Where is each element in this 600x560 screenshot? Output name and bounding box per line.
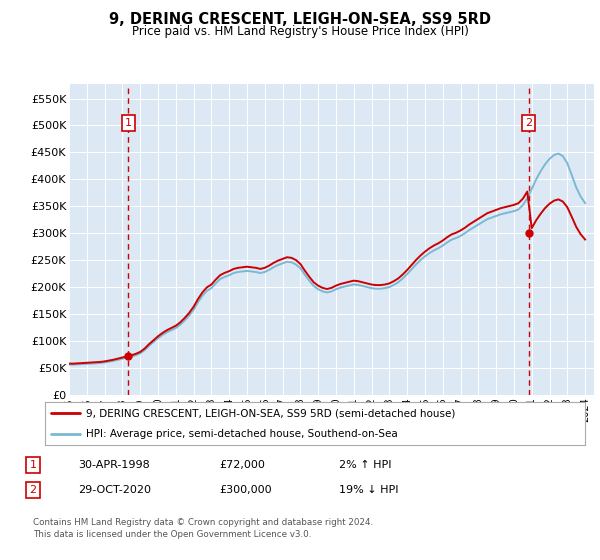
Text: 9, DERING CRESCENT, LEIGH-ON-SEA, SS9 5RD (semi-detached house): 9, DERING CRESCENT, LEIGH-ON-SEA, SS9 5R…	[86, 408, 455, 418]
Text: 2: 2	[29, 485, 37, 495]
Text: £72,000: £72,000	[219, 460, 265, 470]
Text: 2: 2	[525, 118, 532, 128]
Text: 30-APR-1998: 30-APR-1998	[78, 460, 150, 470]
Text: 2% ↑ HPI: 2% ↑ HPI	[339, 460, 391, 470]
Text: 9, DERING CRESCENT, LEIGH-ON-SEA, SS9 5RD: 9, DERING CRESCENT, LEIGH-ON-SEA, SS9 5R…	[109, 12, 491, 27]
Text: Contains HM Land Registry data © Crown copyright and database right 2024.
This d: Contains HM Land Registry data © Crown c…	[33, 518, 373, 539]
Text: £300,000: £300,000	[219, 485, 272, 495]
Text: HPI: Average price, semi-detached house, Southend-on-Sea: HPI: Average price, semi-detached house,…	[86, 430, 397, 439]
Text: 1: 1	[125, 118, 132, 128]
Text: 1: 1	[29, 460, 37, 470]
Text: Price paid vs. HM Land Registry's House Price Index (HPI): Price paid vs. HM Land Registry's House …	[131, 25, 469, 38]
Text: 19% ↓ HPI: 19% ↓ HPI	[339, 485, 398, 495]
Text: 29-OCT-2020: 29-OCT-2020	[78, 485, 151, 495]
